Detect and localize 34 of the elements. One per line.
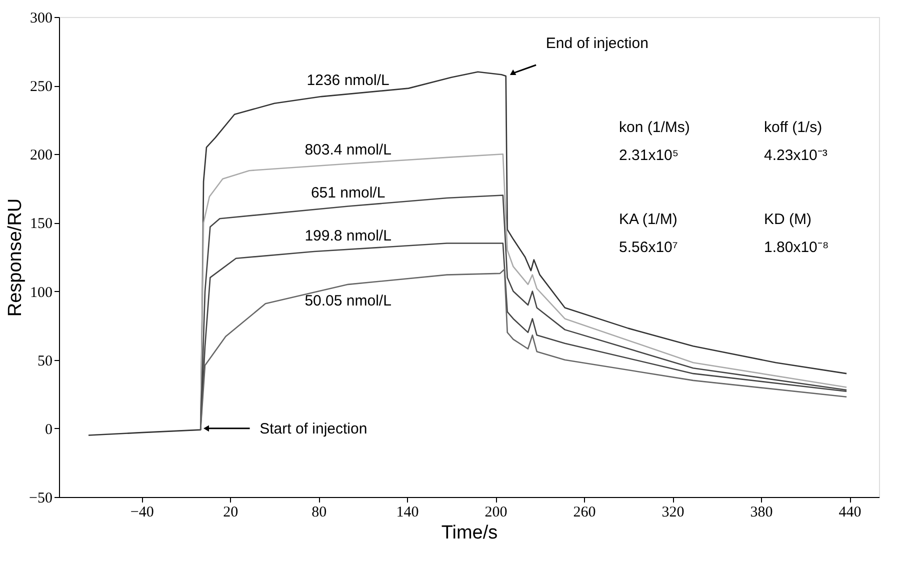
x-tick-label: −40 — [130, 504, 154, 520]
y-tick-label: −50 — [29, 490, 52, 506]
y-tick-label: 300 — [30, 10, 52, 26]
series-label: 199.8 nmol/L — [304, 227, 392, 244]
annotation: End of injection — [546, 35, 648, 52]
annotation: Start of injection — [260, 420, 368, 438]
y-tick-label: 100 — [30, 284, 52, 301]
annotation: 1.80x10⁻⁸ — [764, 239, 829, 256]
y-tick-label: 50 — [38, 353, 52, 370]
x-tick-label: 80 — [312, 504, 327, 520]
y-tick-label: 150 — [30, 216, 52, 232]
series-label: 651 nmol/L — [310, 184, 386, 202]
x-tick-label: 440 — [838, 504, 862, 520]
x-tick-label: 20 — [223, 504, 238, 520]
annotation: kon (1/Ms) — [619, 119, 690, 136]
annotation: 5.56x10⁷ — [619, 239, 678, 256]
x-axis-title: Time/s — [441, 522, 498, 544]
y-axis-title: Response/RU — [5, 198, 26, 317]
x-tick-label: 200 — [484, 504, 508, 520]
series-label: 50.05 nmol/L — [304, 292, 392, 310]
y-tick-label: 0 — [45, 422, 52, 438]
annotation: 4.23x10⁻³ — [764, 147, 828, 164]
annotation: koff (1/s) — [764, 119, 822, 136]
annotation: KA (1/M) — [619, 211, 678, 228]
annotation: 2.31x10⁵ — [619, 147, 679, 164]
x-tick-label: 320 — [662, 504, 684, 520]
y-tick-label: 250 — [30, 79, 52, 96]
annotation: KD (M) — [764, 211, 812, 228]
x-tick-label: 260 — [573, 504, 596, 520]
x-tick-label: 140 — [396, 504, 419, 520]
series-label: 803.4 nmol/L — [304, 142, 392, 159]
x-tick-label: 380 — [750, 504, 773, 520]
y-tick-label: 200 — [30, 148, 52, 164]
series-label: 1236 nmol/L — [306, 72, 390, 90]
